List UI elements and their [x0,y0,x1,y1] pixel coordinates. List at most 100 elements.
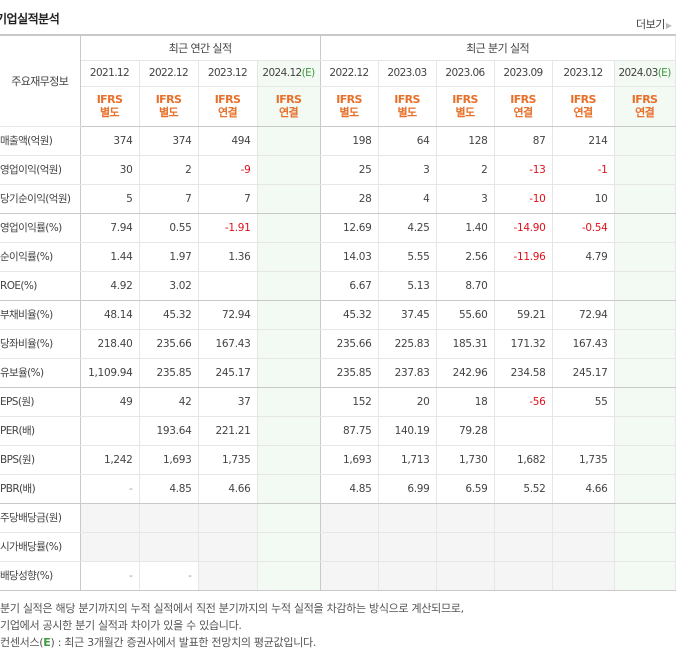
more-link[interactable]: 더보기▶ [636,16,672,32]
value-cell [614,561,676,591]
row-label: BPS(원) [0,445,81,475]
value-cell: 1,735 [198,445,258,475]
value-cell: 1,109.94 [80,358,140,388]
value-cell [257,532,321,562]
period-header: 2023.09 [494,60,553,87]
value-cell [614,242,676,272]
period-header: 2023.06 [436,60,495,87]
table-row: 배당성향(%) - - [0,561,676,591]
value-cell: -56 [494,387,553,417]
value-cell: 48.14 [80,300,140,330]
table-row: 영업이익(억원) 30 2 -9 25 3 2 -13 -1 [0,155,676,185]
value-cell [614,300,676,330]
value-cell [257,271,321,301]
value-cell: 235.85 [139,358,199,388]
table-row: PER(배) 193.64 221.21 87.75 140.19 79.28 [0,416,676,446]
value-cell: 7 [198,184,258,214]
period-header: 2023.03 [378,60,437,87]
value-cell: 6.99 [378,474,437,504]
note-quarterly-calc: 분기 실적은 해당 분기까지의 누적 실적에서 직전 분기까지의 누적 실적을 … [0,602,464,615]
value-cell [80,503,140,533]
value-cell: -9 [198,155,258,185]
value-cell: 4.66 [552,474,615,504]
value-cell: 140.19 [378,416,437,446]
value-cell [139,503,199,533]
value-cell: 49 [80,387,140,417]
accounting-standard-header: IFRS 별도 [320,86,379,127]
value-cell [614,329,676,359]
corner-label: 주요재무정보 [0,34,81,127]
value-cell: 374 [80,126,140,156]
period-header: 2022.12 [139,60,199,87]
value-cell: 4.85 [139,474,199,504]
value-cell: 245.17 [198,358,258,388]
row-label: 영업이익률(%) [0,213,81,243]
value-cell [494,532,553,562]
value-cell [614,474,676,504]
value-cell [378,503,437,533]
note-consensus: 컨센서스(E) : 최근 3개월간 증권사에서 발표한 전망치의 평균값입니다. [0,636,317,648]
estimate-mark: (E) [301,67,316,79]
estimate-mark: (E) [657,67,672,79]
value-cell: 235.66 [139,329,199,359]
value-cell [436,503,495,533]
value-cell [198,561,258,591]
value-cell [436,561,495,591]
value-cell: 2 [436,155,495,185]
row-label: 당기순이익(억원) [0,184,81,214]
value-cell: 45.32 [139,300,199,330]
accounting-standard-header: IFRS 별도 [80,86,140,127]
row-label: 배당성향(%) [0,561,81,591]
value-cell: 1.97 [139,242,199,272]
note-disclosure-diff: 기업에서 공시한 분기 실적과 차이가 있을 수 있습니다. [0,619,242,632]
value-cell: 12.69 [320,213,379,243]
value-cell [320,503,379,533]
value-cell: 1.40 [436,213,495,243]
value-cell: 2.56 [436,242,495,272]
value-cell: 2 [139,155,199,185]
value-cell: 37.45 [378,300,437,330]
value-cell [614,271,676,301]
value-cell: 55 [552,387,615,417]
value-cell: 374 [139,126,199,156]
period-header: 2021.12 [80,60,140,87]
period-header: 2022.12 [320,60,379,87]
value-cell: 214 [552,126,615,156]
footnotes: 분기 실적은 해당 분기까지의 누적 실적에서 직전 분기까지의 누적 실적을 … [0,600,464,648]
value-cell: -0.54 [552,213,615,243]
value-cell: 235.66 [320,329,379,359]
value-cell: 55.60 [436,300,495,330]
value-cell [320,532,379,562]
value-cell [257,300,321,330]
accounting-standard-header: IFRS 별도 [436,86,495,127]
value-cell: 193.64 [139,416,199,446]
period-header: 2024.12(E) [257,60,321,87]
value-cell [614,387,676,417]
value-cell: - [80,561,140,591]
triangle-right-icon: ▶ [665,21,672,30]
value-cell [494,416,553,446]
value-cell: 4.79 [552,242,615,272]
value-cell [257,155,321,185]
value-cell: - [139,561,199,591]
value-cell: 28 [320,184,379,214]
value-cell [552,503,615,533]
value-cell: 1,713 [378,445,437,475]
value-cell: 45.32 [320,300,379,330]
accounting-standard-header: IFRS 별도 [139,86,199,127]
value-cell [257,416,321,446]
value-cell: 128 [436,126,495,156]
financial-summary-table: 주요재무정보 최근 연간 실적 최근 분기 실적 2021.12 2022.12 2023… [0,34,676,591]
value-cell: 0.55 [139,213,199,243]
value-cell: 152 [320,387,379,417]
value-cell: 3.02 [139,271,199,301]
value-cell [257,358,321,388]
value-cell: 242.96 [436,358,495,388]
value-cell: 42 [139,387,199,417]
row-label: PER(배) [0,416,81,446]
value-cell [614,416,676,446]
value-cell: 64 [378,126,437,156]
table-row: 영업이익률(%) 7.94 0.55 -1.91 12.69 4.25 1.40 -14.90… [0,213,676,243]
row-label: ROE(%) [0,271,81,301]
row-label: EPS(원) [0,387,81,417]
